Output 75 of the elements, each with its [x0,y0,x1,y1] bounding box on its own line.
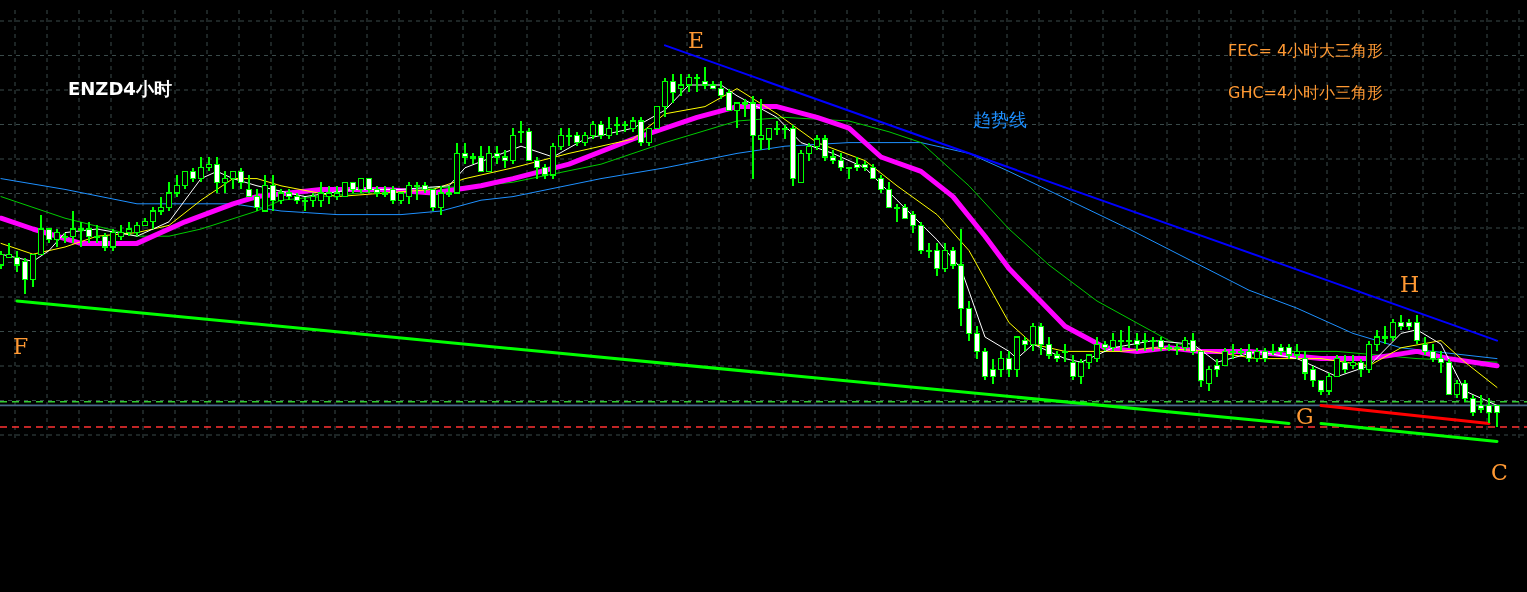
candlestick [269,174,277,212]
candlestick [941,242,949,274]
candlestick [1229,343,1237,360]
candlestick [213,156,221,194]
candlestick [405,181,413,205]
annotation: H [1400,272,1420,297]
candlestick [989,357,997,385]
candlestick [485,145,493,173]
candlestick [517,120,525,144]
candlestick [1205,364,1213,392]
candlestick [677,73,685,97]
candlestick [85,220,93,245]
candlestick [1093,336,1101,364]
candlestick [1325,372,1333,396]
candlestick [845,166,853,180]
candlestick [21,256,29,295]
candlestick [237,166,245,191]
candlestick [909,210,917,234]
candlestick [1029,321,1037,353]
candlestick [557,127,565,151]
candlestick [1437,350,1445,374]
candlestick [1389,318,1397,342]
candlestick [653,106,661,129]
candlestick [1117,328,1125,353]
candlestick [1037,321,1045,356]
candlestick [69,210,77,245]
annotation: 趋势线 [973,109,1027,130]
candlestick [757,98,765,151]
text: ENZD4小时 [68,78,172,99]
text: FEC= 4小时大三角形 [1228,41,1384,60]
candlestick [221,170,229,194]
candlestick [477,145,485,173]
candlestick [637,116,645,148]
candlestick [885,181,893,209]
candlestick [77,220,85,248]
candlestick [733,102,741,130]
candlestick [725,87,733,112]
candlestick [149,206,157,230]
candlestick [173,174,181,198]
candlestick [197,156,205,184]
candlestick [533,156,541,180]
candlestick [1045,336,1053,360]
candlestick [973,325,981,360]
annotation: GHC=4小时小三角形 [1228,83,1384,102]
candlestick [165,181,173,212]
candlestick [1309,364,1317,389]
candlestick [1301,350,1309,382]
candlestick [1373,328,1381,353]
candlestick [253,188,261,212]
text: C [1491,460,1508,485]
candlestick [997,350,1005,378]
text: E [688,28,705,53]
candlestick [437,184,445,216]
candlestick [317,181,325,209]
candlestick [245,174,253,198]
candlestick [1069,354,1077,382]
candlestick [1005,350,1013,378]
candlestick [1461,379,1469,403]
candlestick [605,116,613,140]
candlestick [1413,314,1421,346]
candlestick [1125,325,1133,349]
annotation: F [13,334,29,359]
candlestick [925,242,933,259]
candlestick [13,249,21,274]
candlestick [949,246,957,270]
candlestick [765,127,773,151]
candlestick [1077,357,1085,385]
candlestick [1189,332,1197,356]
candlestick [933,242,941,277]
annotation: G [1296,404,1314,429]
candlestick [1333,354,1341,378]
candlestick [429,188,437,212]
candlestick [109,228,117,252]
candlestick [461,141,469,166]
candlestick [821,134,829,162]
